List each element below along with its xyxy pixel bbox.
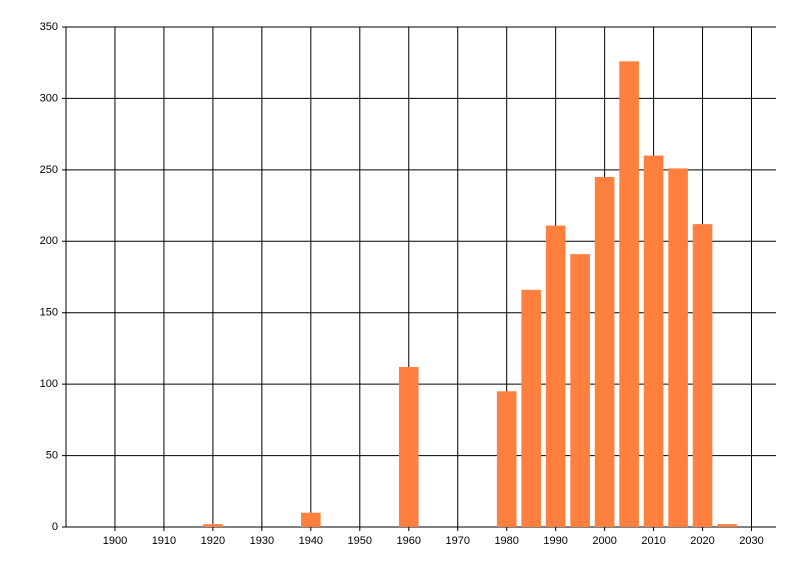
y-tick-label: 350 (40, 21, 58, 33)
bar (643, 155, 664, 528)
x-tick-label: 1910 (152, 535, 176, 547)
bar (717, 524, 737, 527)
x-tick-label: 2020 (690, 535, 714, 547)
y-tick-label: 300 (40, 92, 58, 104)
x-tick-label: 1920 (201, 535, 225, 547)
bar (398, 367, 419, 527)
x-tick-label: 1980 (494, 535, 518, 547)
bar (619, 61, 639, 528)
bar (496, 391, 517, 527)
x-tick-label: 1990 (543, 535, 567, 547)
bar (545, 225, 566, 528)
y-tick-label: 50 (46, 449, 58, 461)
x-tick-label: 1960 (397, 535, 421, 547)
y-tick-label: 0 (52, 521, 58, 533)
y-tick-label: 100 (40, 378, 58, 390)
bar (521, 289, 541, 527)
x-tick-label: 2000 (592, 535, 616, 547)
y-tick-label: 250 (40, 164, 58, 176)
y-tick-label: 200 (40, 235, 58, 247)
x-tick-label: 1950 (348, 535, 372, 547)
x-tick-label: 1930 (250, 535, 274, 547)
bar (692, 224, 713, 527)
x-tick-label: 2030 (739, 535, 763, 547)
x-tick-label: 1970 (445, 535, 469, 547)
bar (594, 177, 615, 527)
bar (668, 168, 688, 527)
bar (570, 254, 590, 527)
bar (203, 524, 223, 527)
x-tick-label: 2010 (641, 535, 665, 547)
y-tick-label: 150 (40, 307, 58, 319)
x-tick-label: 1900 (103, 535, 127, 547)
x-tick-label: 1940 (299, 535, 323, 547)
bar (301, 512, 321, 527)
